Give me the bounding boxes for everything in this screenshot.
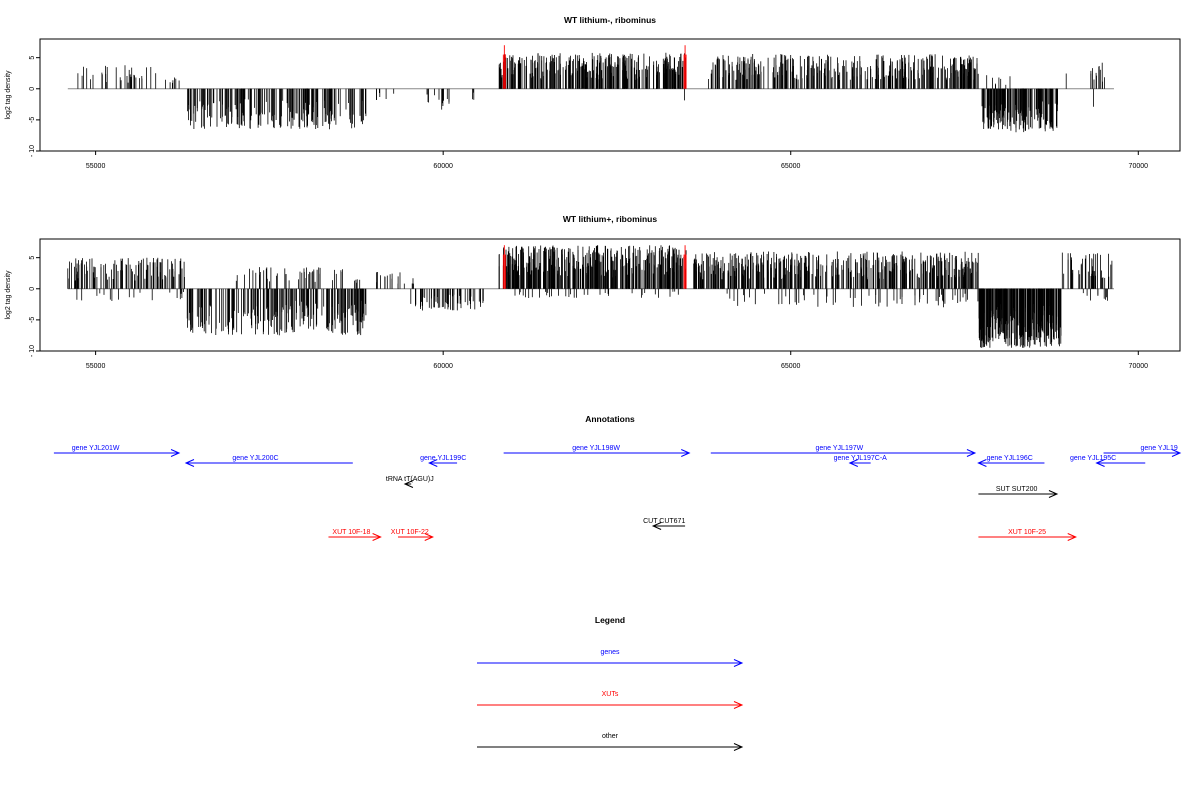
- annotation-feature: tRNA tT(AGU)J: [386, 476, 434, 488]
- legend-item-label: other: [602, 733, 619, 740]
- feature-arrow-head: [403, 480, 414, 488]
- annotation-feature: gene YJL195C: [1070, 455, 1146, 467]
- y-tick-label: - 10: [29, 145, 36, 157]
- feature-label: gene YJL197C-A: [834, 455, 888, 462]
- annotation-feature: gene YJL197C-A: [834, 455, 888, 467]
- y-tick-label: -5: [29, 317, 36, 323]
- feature-label: gene YJL199C: [420, 455, 466, 462]
- y-tick-label: 0: [29, 287, 36, 291]
- axis-ticks: 55000 60000 65000 70000 5 0 -5 - 10: [29, 56, 1148, 170]
- feature-label: gene YJL198W: [572, 445, 620, 452]
- feature-arrow-head: [1095, 459, 1105, 467]
- legend-item-label: genes: [600, 649, 620, 656]
- feature-arrow-head: [966, 449, 977, 457]
- legend-items: genes XUTs other: [477, 649, 744, 751]
- coverage-bars: [67, 245, 1114, 348]
- feature-label: XUT 10F-18: [332, 529, 370, 536]
- x-tick-label: 60000: [433, 163, 453, 170]
- y-tick-label: - 10: [29, 345, 36, 357]
- feature-arrow-head: [848, 459, 859, 467]
- legend-item: XUTs: [477, 691, 744, 709]
- feature-label: tRNA tT(AGU)J: [386, 476, 434, 483]
- x-tick-label: 55000: [86, 163, 106, 170]
- annotation-feature: gene YJL200C: [184, 455, 353, 467]
- feature-arrow-head: [977, 459, 987, 467]
- y-tick-label: 5: [29, 256, 36, 260]
- feature-label: XUT 10F-22: [391, 529, 429, 536]
- plot-frame: [39, 38, 1181, 152]
- legend-item-label: XUTs: [602, 691, 619, 698]
- annotation-feature: CUT CUT671: [643, 518, 685, 530]
- y-tick-label: -5: [29, 117, 36, 123]
- feature-label: SUT SUT200: [996, 486, 1038, 493]
- annotation-feature: gene YJL19: [1103, 445, 1182, 457]
- annotation-feature: XUT 10F-25: [978, 529, 1077, 541]
- y-axis-label: log2 tag density: [5, 70, 12, 120]
- feature-arrow-head: [733, 701, 744, 709]
- track-panel-lithium-minus: WT lithium-, ribominus log2 tag density …: [5, 15, 1181, 170]
- feature-arrow-head: [681, 449, 691, 457]
- feature-label: gene YJL200C: [232, 455, 278, 462]
- annotation-feature: gene YJL197W: [710, 445, 977, 457]
- feature-arrow-head: [1171, 449, 1182, 457]
- annotation-feature: gene YJL199C: [420, 455, 466, 467]
- feature-label: gene YJL19: [1141, 445, 1178, 452]
- feature-label: gene YJL197W: [816, 445, 864, 452]
- x-tick-label: 70000: [1129, 163, 1149, 170]
- feature-arrow-head: [733, 743, 744, 751]
- feature-arrow-head: [651, 522, 662, 530]
- axis-ticks: 55000 60000 65000 70000 5 0 -5 - 10: [29, 256, 1148, 370]
- x-tick-label: 55000: [86, 363, 106, 370]
- y-tick-label: 0: [29, 87, 36, 91]
- feature-arrow-head: [424, 533, 434, 541]
- feature-arrow-head: [184, 459, 195, 467]
- track-title: WT lithium+, ribominus: [563, 214, 657, 224]
- feature-label: CUT CUT671: [643, 518, 685, 525]
- annotation-feature: XUT 10F-22: [391, 529, 434, 541]
- track-title: WT lithium-, ribominus: [564, 15, 656, 25]
- feature-arrow-head: [428, 459, 438, 467]
- annotation-feature: gene YJL201W: [53, 445, 181, 457]
- x-tick-label: 65000: [781, 363, 801, 370]
- feature-arrow-head: [170, 449, 181, 457]
- x-tick-label: 70000: [1129, 363, 1149, 370]
- feature-arrow-head: [733, 659, 744, 667]
- track-panel-lithium-plus: WT lithium+, ribominus log2 tag density …: [5, 214, 1181, 370]
- y-axis-label: log2 tag density: [5, 270, 12, 320]
- annotation-features: gene YJL201W gene YJL200C gene YJL199C gene…: [53, 445, 1182, 541]
- feature-label: gene YJL196C: [987, 455, 1033, 462]
- x-tick-label: 65000: [781, 163, 801, 170]
- plot-frame: [39, 238, 1181, 352]
- annotation-feature: gene YJL198W: [503, 445, 691, 457]
- annotations-title: Annotations: [585, 414, 635, 424]
- legend-title: Legend: [595, 615, 625, 625]
- annotation-feature: gene YJL196C: [977, 455, 1045, 467]
- feature-label: XUT 10F-25: [1008, 529, 1046, 536]
- legend-item: other: [477, 733, 744, 751]
- legend: Legend genes XUTs other: [477, 615, 744, 751]
- annotation-feature: XUT 10F-18: [328, 529, 382, 541]
- feature-label: gene YJL195C: [1070, 455, 1116, 462]
- legend-item: genes: [477, 649, 744, 667]
- feature-arrow-head: [372, 533, 382, 541]
- feature-arrow-head: [1067, 533, 1077, 541]
- annotation-feature: SUT SUT200: [978, 486, 1059, 498]
- feature-label: gene YJL201W: [72, 445, 120, 452]
- coverage-bars: [67, 45, 1114, 133]
- y-tick-label: 5: [29, 56, 36, 60]
- feature-arrow-head: [1048, 490, 1059, 498]
- x-tick-label: 60000: [433, 363, 453, 370]
